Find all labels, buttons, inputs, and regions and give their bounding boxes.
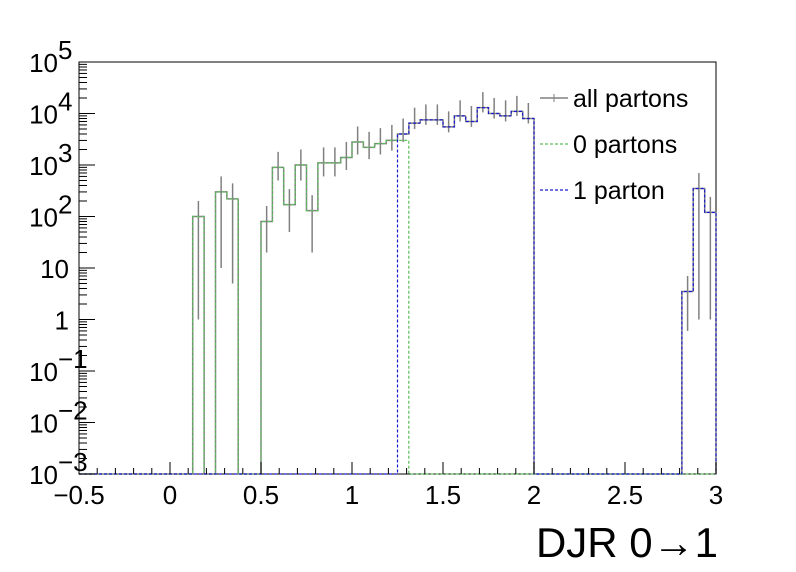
y-tick-base: 10 <box>29 100 58 130</box>
legend-label: 0 partons <box>573 131 677 159</box>
x-tick-label: 1 <box>345 480 359 510</box>
x-axis: −0.5 0 0.5 1 1.5 2 2.5 3 <box>53 462 723 510</box>
x-tick-label: 1.5 <box>425 480 461 510</box>
legend-label: 1 parton <box>573 177 665 205</box>
y-tick-label: 1 <box>55 306 69 336</box>
histogram-layer <box>79 92 717 475</box>
y-tick-label: 10 −2 <box>29 396 88 439</box>
y-tick-exponent: 4 <box>58 87 72 117</box>
y-tick-label: 10 3 <box>29 138 72 181</box>
y-tick-base: 10 <box>29 151 58 181</box>
y-tick-base: 10 <box>29 357 58 387</box>
y-tick-exponent: 2 <box>58 190 72 220</box>
y-tick-label: 10 −1 <box>29 344 88 387</box>
y-tick-base: 10 <box>29 48 58 78</box>
x-tick-label: 0.5 <box>243 480 279 510</box>
x-tick-label: 3 <box>709 480 723 510</box>
y-tick-label: 10 4 <box>29 87 72 130</box>
x-axis-title: DJR 0→1 <box>536 519 718 566</box>
y-tick-base: 10 <box>29 409 58 439</box>
x-tick-label: 0 <box>163 480 177 510</box>
y-tick-exponent: −1 <box>58 344 88 374</box>
series-2-line <box>79 107 717 475</box>
legend: all partons 0 partons 1 parton <box>540 85 688 205</box>
y-tick-exponent: 5 <box>58 35 72 65</box>
y-tick-label: 10 −3 <box>29 447 88 490</box>
x-tick-label: 2.5 <box>607 480 643 510</box>
y-tick-base: 10 <box>40 254 69 284</box>
y-tick-label: 10 2 <box>29 190 72 233</box>
y-tick-exponent: −2 <box>58 396 88 426</box>
y-tick-label: 10 <box>40 254 69 284</box>
y-tick-base: 1 <box>55 306 69 336</box>
y-tick-base: 10 <box>29 460 58 490</box>
legend-label: all partons <box>573 85 688 113</box>
y-tick-exponent: 3 <box>58 138 72 168</box>
x-tick-label: −0.5 <box>53 480 104 510</box>
y-tick-base: 10 <box>29 203 58 233</box>
y-tick-exponent: −3 <box>58 447 88 477</box>
x-tick-label: 2 <box>527 480 541 510</box>
y-tick-label: 10 5 <box>29 35 72 78</box>
